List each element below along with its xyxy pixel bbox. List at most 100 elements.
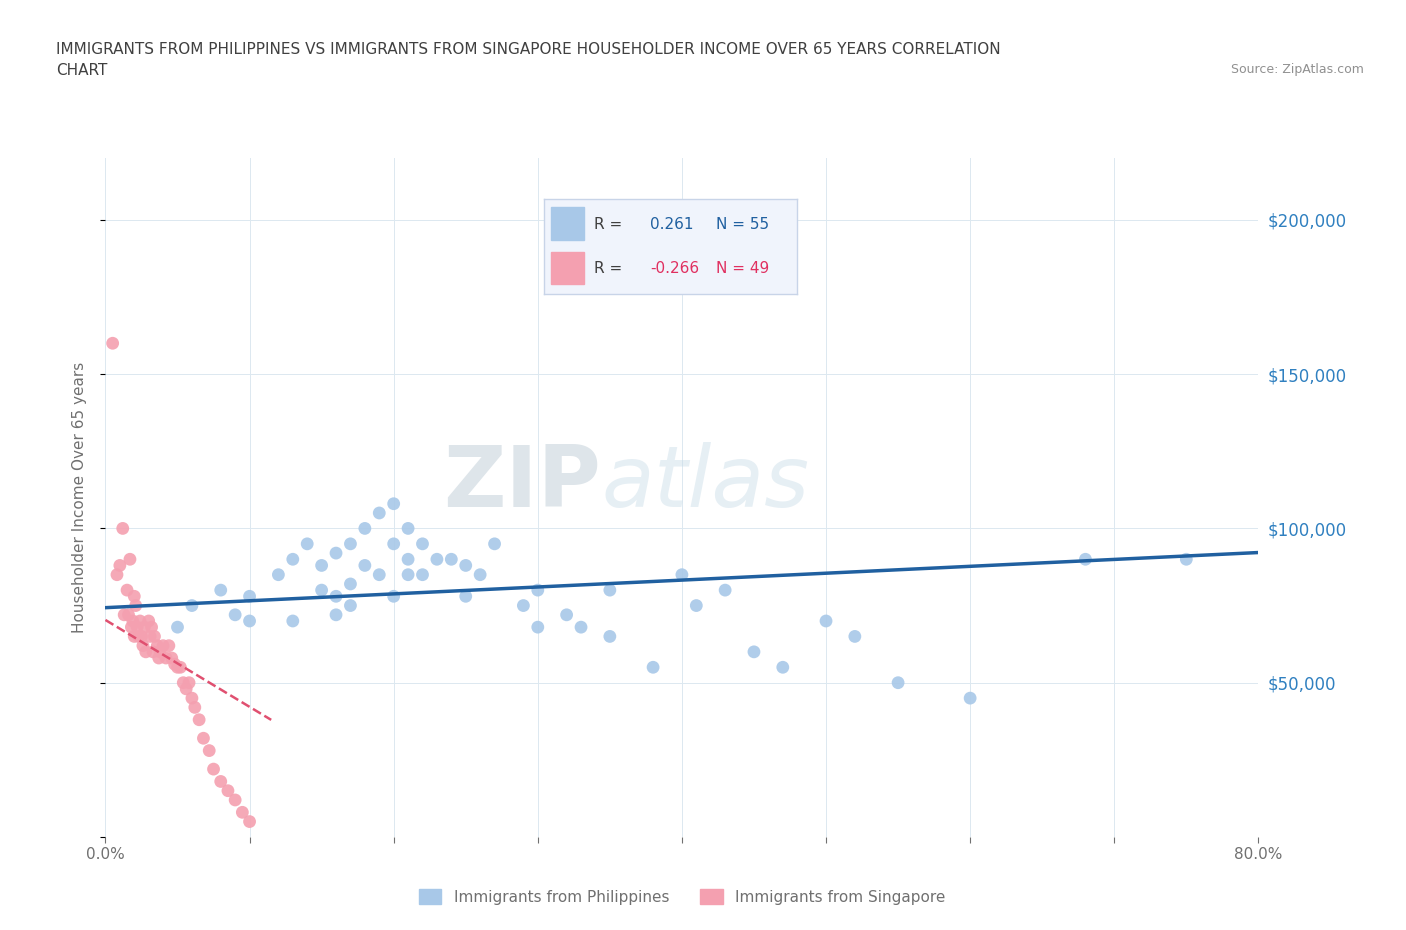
Text: atlas: atlas <box>602 443 810 525</box>
Point <box>184 700 207 715</box>
Point <box>188 712 211 727</box>
Text: R =: R = <box>595 217 623 232</box>
Point <box>959 691 981 706</box>
Point <box>124 629 146 644</box>
Point <box>685 598 707 613</box>
Point <box>101 336 124 351</box>
Point <box>396 551 419 566</box>
Point <box>198 743 221 758</box>
Point <box>142 644 165 659</box>
Point <box>267 567 290 582</box>
Point <box>599 583 621 598</box>
Point <box>281 551 304 566</box>
Text: CHART: CHART <box>56 63 108 78</box>
Point <box>325 607 347 622</box>
Point <box>146 638 169 653</box>
Point <box>339 577 361 591</box>
Point <box>166 619 188 634</box>
Point <box>325 546 347 561</box>
Point <box>174 682 197 697</box>
Point <box>815 614 838 629</box>
Point <box>115 583 138 598</box>
Text: R =: R = <box>595 260 623 275</box>
Point <box>354 558 377 573</box>
Point <box>118 551 141 566</box>
Bar <box>551 207 583 240</box>
Point <box>149 644 172 659</box>
Point <box>325 589 347 604</box>
Point <box>127 619 149 634</box>
Point <box>311 558 333 573</box>
Point <box>139 629 162 644</box>
Point <box>297 537 319 551</box>
Point <box>193 731 215 746</box>
Point <box>128 629 150 644</box>
Point <box>382 537 405 551</box>
Point <box>112 607 135 622</box>
Point <box>396 521 419 536</box>
Point <box>368 567 391 582</box>
Point <box>1175 551 1198 566</box>
Point <box>157 638 180 653</box>
Point <box>138 614 160 629</box>
Point <box>555 607 578 622</box>
Text: 0.261: 0.261 <box>650 217 693 232</box>
Point <box>231 804 253 819</box>
Point <box>339 537 361 551</box>
Text: N = 55: N = 55 <box>716 217 769 232</box>
Point <box>152 638 174 653</box>
Point <box>1074 551 1097 566</box>
Point <box>169 660 191 675</box>
Point <box>163 657 186 671</box>
Text: Source: ZipAtlas.com: Source: ZipAtlas.com <box>1230 63 1364 76</box>
Bar <box>551 252 583 285</box>
Point <box>217 783 239 798</box>
Point <box>339 598 361 613</box>
Legend: Immigrants from Philippines, Immigrants from Singapore: Immigrants from Philippines, Immigrants … <box>412 883 952 910</box>
Point <box>714 583 737 598</box>
Point <box>177 675 200 690</box>
Point <box>569 619 592 634</box>
Point <box>134 619 156 634</box>
Point <box>281 614 304 629</box>
Point <box>643 660 665 675</box>
Point <box>772 660 794 675</box>
Point <box>108 558 131 573</box>
Point <box>412 567 434 582</box>
Point <box>512 598 534 613</box>
Point <box>239 814 262 829</box>
Point <box>143 629 166 644</box>
Point <box>224 607 246 622</box>
Point <box>844 629 866 644</box>
Point <box>105 567 128 582</box>
Point <box>382 589 405 604</box>
Point <box>117 607 139 622</box>
Point <box>671 567 693 582</box>
Text: -0.266: -0.266 <box>650 260 699 275</box>
Point <box>209 774 232 789</box>
Point <box>527 619 550 634</box>
Point <box>454 589 477 604</box>
Point <box>132 638 155 653</box>
Point <box>454 558 477 573</box>
Point <box>527 583 550 598</box>
Y-axis label: Householder Income Over 65 years: Householder Income Over 65 years <box>72 362 87 633</box>
Point <box>202 762 225 777</box>
Point <box>224 792 246 807</box>
Point <box>311 583 333 598</box>
Point <box>599 629 621 644</box>
Point <box>125 598 148 613</box>
Point <box>129 614 152 629</box>
Point <box>239 589 262 604</box>
Point <box>141 619 163 634</box>
Point <box>111 521 134 536</box>
Point <box>209 583 232 598</box>
Point <box>166 660 188 675</box>
Point <box>131 629 153 644</box>
Point <box>135 644 157 659</box>
Point <box>155 651 177 666</box>
Point <box>239 614 262 629</box>
Point <box>160 651 183 666</box>
Point <box>354 521 377 536</box>
Text: ZIP: ZIP <box>443 443 602 525</box>
